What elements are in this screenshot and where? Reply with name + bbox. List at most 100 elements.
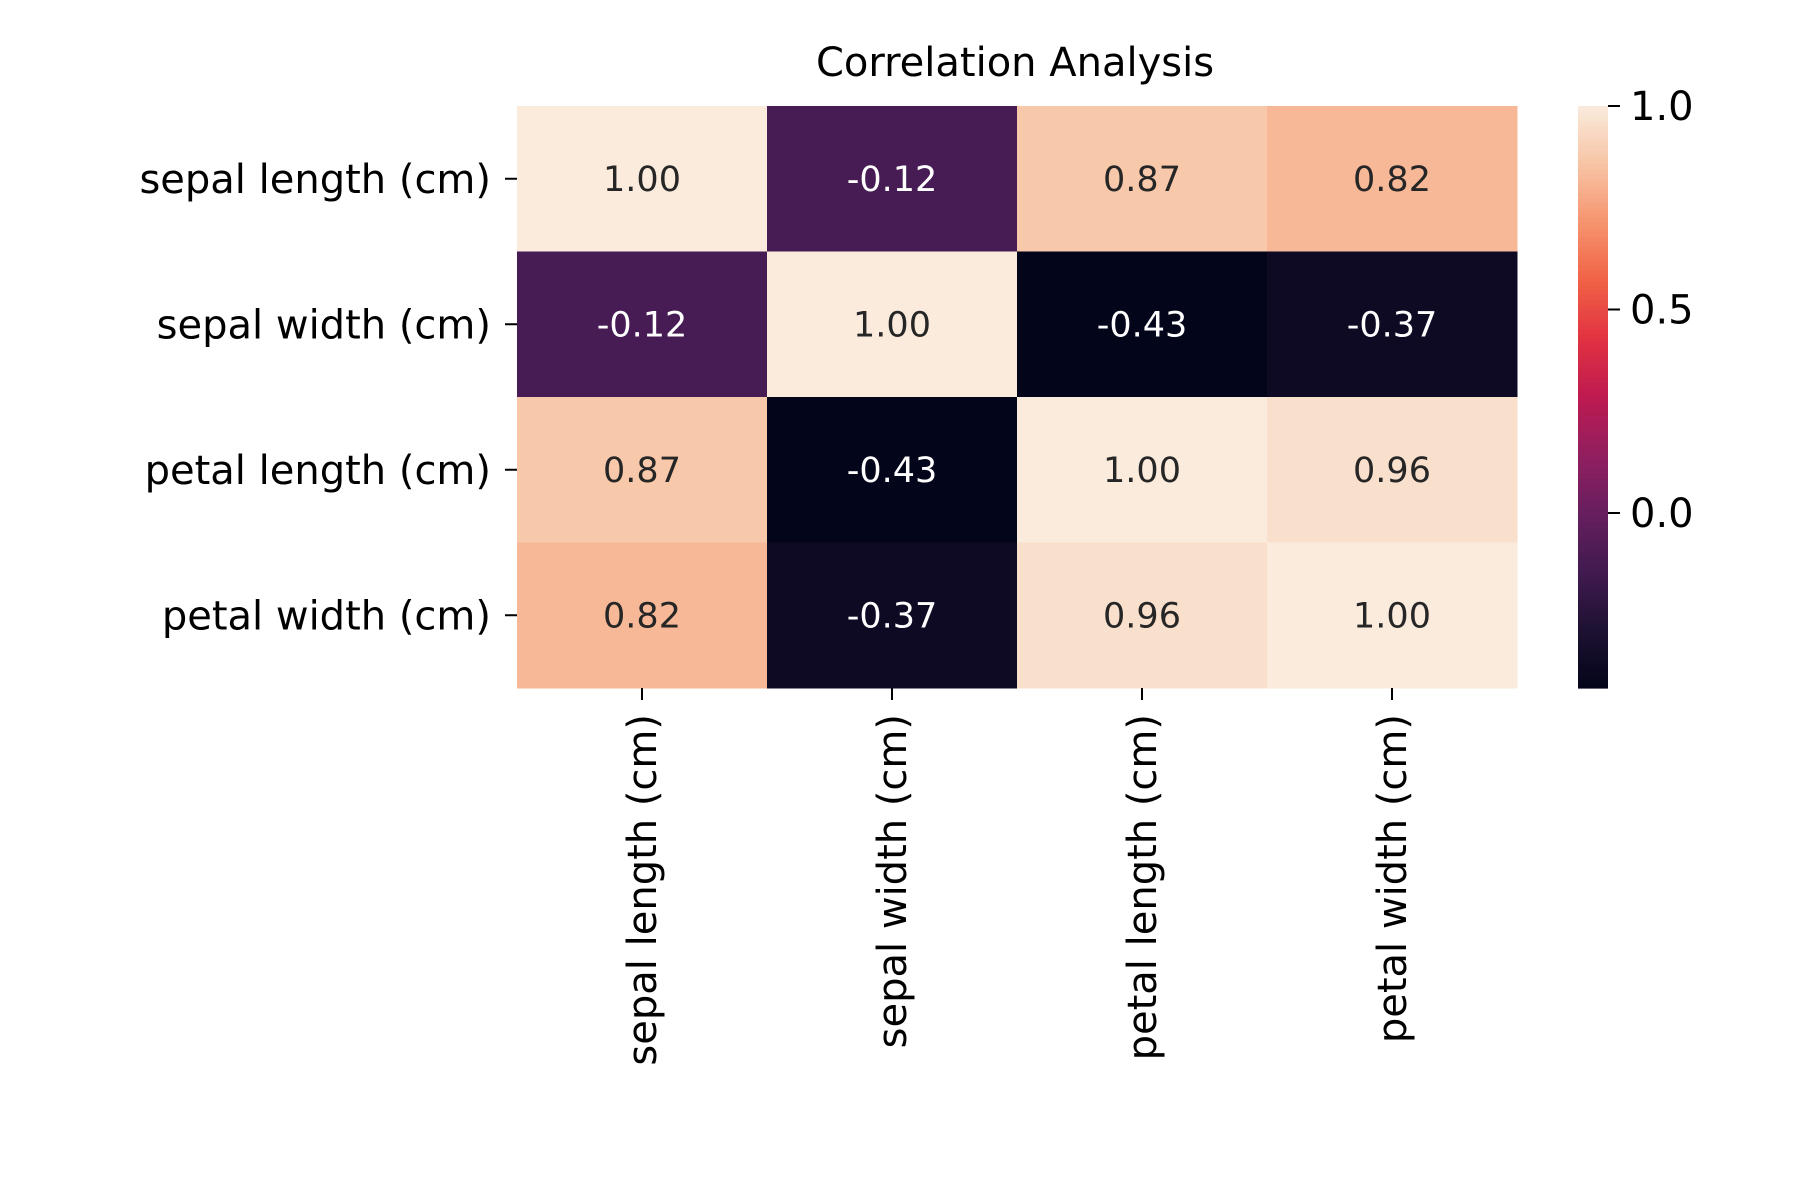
colorbar-segment <box>1578 634 1608 641</box>
colorbar-segment <box>1578 639 1608 645</box>
colorbar-segment <box>1578 668 1608 675</box>
colorbar-segment <box>1578 474 1608 481</box>
colorbar-segment <box>1578 644 1608 650</box>
colorbar-segment <box>1578 130 1608 136</box>
colorbar-segment <box>1578 115 1608 122</box>
colorbar-segment <box>1578 406 1608 413</box>
colorbar-segment <box>1578 532 1608 539</box>
colorbar-segment <box>1578 343 1608 350</box>
colorbar-segment <box>1578 164 1608 170</box>
colorbar-segment <box>1578 251 1608 257</box>
colorbar-segment <box>1578 382 1608 388</box>
colorbar-segment <box>1578 484 1608 490</box>
colorbar-segment <box>1578 649 1608 655</box>
colorbar-segment <box>1578 440 1608 447</box>
colorbar-segment <box>1578 198 1608 204</box>
heatmap-cell <box>1267 397 1518 543</box>
colorbar-segment <box>1578 387 1608 393</box>
heatmap-cell <box>1267 542 1518 689</box>
colorbar-segment <box>1578 581 1608 587</box>
colorbar-segment <box>1578 552 1608 558</box>
colorbar-segment <box>1578 421 1608 427</box>
colorbar-segment <box>1578 605 1608 611</box>
cell-annotation: -0.37 <box>1347 305 1438 345</box>
colorbar-segment <box>1578 125 1608 131</box>
colorbar-segment <box>1578 416 1608 422</box>
colorbar-segment <box>1578 304 1608 311</box>
x-tick-label: sepal width (cm) <box>870 714 916 1048</box>
heatmap-cell <box>767 542 1018 689</box>
colorbar-segment <box>1578 629 1608 636</box>
y-tick-label: petal length (cm) <box>145 448 491 494</box>
colorbar-segment <box>1578 561 1608 568</box>
cell-annotation: 0.82 <box>603 596 681 636</box>
colorbar-segment <box>1578 120 1608 126</box>
cell-annotation: 0.96 <box>1353 451 1431 491</box>
colorbar-segment <box>1578 663 1608 670</box>
colorbar-segment <box>1578 547 1608 553</box>
colorbar-segment <box>1578 367 1608 374</box>
y-tick-label: sepal width (cm) <box>157 302 491 348</box>
heatmap-cell <box>767 106 1018 252</box>
colorbar-segment <box>1578 363 1608 369</box>
colorbar-segment <box>1578 518 1608 524</box>
colorbar-segment <box>1578 280 1608 287</box>
colorbar-segment <box>1578 673 1608 679</box>
colorbar-segment <box>1578 178 1608 185</box>
colorbar-segment <box>1578 503 1608 510</box>
cell-annotation: -0.43 <box>1097 305 1188 345</box>
colorbar-segment <box>1578 338 1608 345</box>
heatmap-cell <box>517 106 768 252</box>
colorbar-segment <box>1578 266 1608 272</box>
cell-annotation: 1.00 <box>1103 451 1181 491</box>
colorbar-segment <box>1578 135 1608 141</box>
colorbar-segment <box>1578 615 1608 621</box>
colorbar-segment <box>1578 600 1608 607</box>
colorbar-segment <box>1578 658 1608 665</box>
colorbar-segment <box>1578 566 1608 573</box>
heatmap-cell <box>517 542 768 689</box>
colorbar-segment <box>1578 571 1608 578</box>
x-axis: sepal length (cm) sepal width (cm) petal l… <box>620 688 1416 1066</box>
colorbar-segment <box>1578 159 1608 165</box>
colorbar-segment <box>1578 377 1608 384</box>
heatmap-cell <box>1017 106 1268 252</box>
colorbar-segment <box>1578 256 1608 262</box>
heatmap-cell <box>1017 251 1268 398</box>
colorbar-segment <box>1578 319 1608 325</box>
colorbar-segment <box>1578 464 1608 471</box>
colorbar-segment <box>1578 300 1608 306</box>
heatmap-cell <box>767 251 1018 398</box>
colorbar-segment <box>1578 232 1608 238</box>
colorbar-tick-label: 0.0 <box>1630 491 1694 537</box>
colorbar-segment <box>1578 392 1608 398</box>
colorbar-segment <box>1578 348 1608 354</box>
colorbar-segment <box>1578 295 1608 301</box>
colorbar-segment <box>1578 445 1608 451</box>
colorbar-segment <box>1578 523 1608 529</box>
colorbar-segment <box>1578 309 1608 316</box>
cell-annotations: 1.00 -0.12 0.87 0.82 -0.12 1.00 -0.43 -0.37 0.87… <box>597 160 1438 637</box>
colorbar-segment <box>1578 513 1608 519</box>
colorbar-segment <box>1578 537 1608 544</box>
colorbar-segment <box>1578 450 1608 456</box>
colorbar-segment <box>1578 557 1608 563</box>
colorbar-segment <box>1578 683 1608 689</box>
colorbar-segment <box>1578 460 1608 466</box>
heatmap-cell <box>1267 251 1518 398</box>
colorbar-segment <box>1578 401 1608 408</box>
colorbar-segment <box>1578 508 1608 514</box>
colorbar-segment <box>1578 285 1608 291</box>
y-tick-label: sepal length (cm) <box>139 157 491 203</box>
colorbar-segment <box>1578 411 1608 417</box>
cell-annotation: 0.87 <box>603 451 681 491</box>
colorbar-segment <box>1578 207 1608 214</box>
colorbar-segment <box>1578 542 1608 548</box>
heatmap-cell <box>517 397 768 543</box>
colorbar-segment <box>1578 183 1608 190</box>
heatmap-cell <box>767 397 1018 543</box>
colorbar-segment <box>1578 353 1608 359</box>
heatmap-cell <box>1017 397 1268 543</box>
colorbar-segment <box>1578 227 1608 233</box>
